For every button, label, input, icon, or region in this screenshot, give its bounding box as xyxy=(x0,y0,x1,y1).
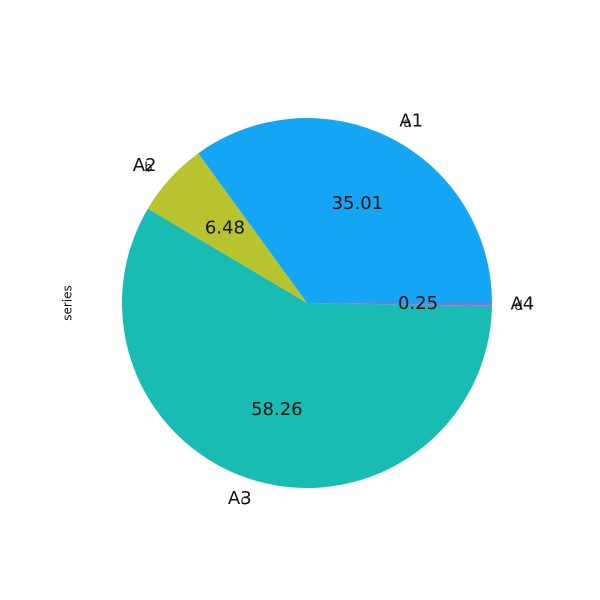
pie-ghost-label-a4: d xyxy=(514,299,522,314)
pie-slices xyxy=(121,117,492,489)
pie-category-label-a4: A4 xyxy=(510,294,534,315)
pie-category-label-a3: A3 xyxy=(228,488,252,509)
pie-value-label-a4: 0.25 xyxy=(398,293,438,314)
y-axis-label: series xyxy=(61,285,75,321)
pie-ghost-label-a1: a xyxy=(403,116,411,131)
pie-slice-a4 xyxy=(307,303,492,306)
pie-ghost-label-a3: c xyxy=(241,493,248,508)
pie-value-labels: 35.01 6.48 58.26 0.25 xyxy=(205,193,438,420)
pie-category-label-a2: A2 xyxy=(133,155,157,176)
pie-ghost-label-a2: b xyxy=(144,161,152,176)
pie-value-label-a3: 58.26 xyxy=(251,399,303,420)
pie-slice-a3 xyxy=(121,208,492,489)
pie-slice-a1 xyxy=(198,117,492,303)
pie-value-label-a2: 6.48 xyxy=(205,217,245,238)
pie-category-label-a1: A1 xyxy=(399,111,423,132)
pie-outer-labels: aA1 bA2 cA3 dA4 xyxy=(133,111,535,509)
pie-value-label-a1: 35.01 xyxy=(332,193,384,214)
pie-slice-a2 xyxy=(147,153,307,303)
